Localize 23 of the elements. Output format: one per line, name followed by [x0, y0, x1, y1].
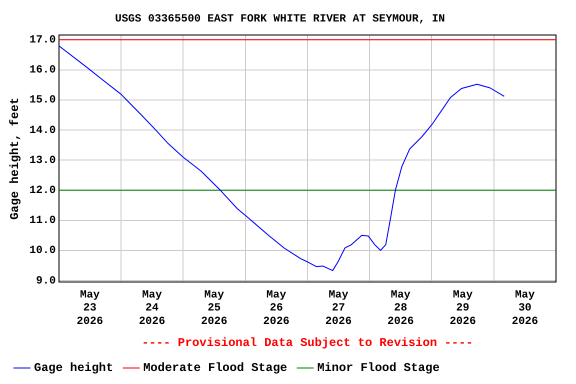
y-tick-label: 17.0 — [29, 34, 56, 46]
y-tick-label: 9.0 — [36, 275, 56, 288]
y-tick-label: 13.0 — [29, 154, 56, 167]
y-axis-title: Gage height, feet — [8, 97, 22, 220]
y-tick-label: 12.0 — [29, 184, 56, 197]
x-tick-label: May 26 2026 — [263, 289, 290, 328]
chart-title: USGS 03365500 EAST FORK WHITE RIVER AT SEYMOUR, IN — [114, 13, 446, 26]
y-tick-label: 16.0 — [29, 64, 56, 77]
x-tick-label: May 24 2026 — [138, 289, 166, 328]
y-tick-label: 11.0 — [29, 215, 56, 228]
x-tick-label: May 28 2026 — [387, 289, 414, 328]
text: ---- Provisional Data Subject to Revision ---- — [142, 336, 474, 350]
x-tick-label: May 27 2026 — [325, 289, 352, 328]
legend-label: Minor Flood Stage — [317, 361, 440, 376]
legend-label: Moderate Flood Stage — [143, 361, 288, 376]
y-tick-label: 10.0 — [29, 245, 56, 258]
y-tick-label: 15.0 — [29, 94, 56, 107]
x-tick-label: May 29 2026 — [450, 289, 476, 328]
x-tick-label: May 23 2026 — [76, 289, 104, 328]
y-tick-label: 14.0 — [29, 124, 56, 137]
x-tick-label: May 30 2026 — [512, 289, 538, 328]
legend-label: Gage height — [34, 361, 114, 376]
x-tick-label: May 25 2026 — [200, 289, 228, 328]
